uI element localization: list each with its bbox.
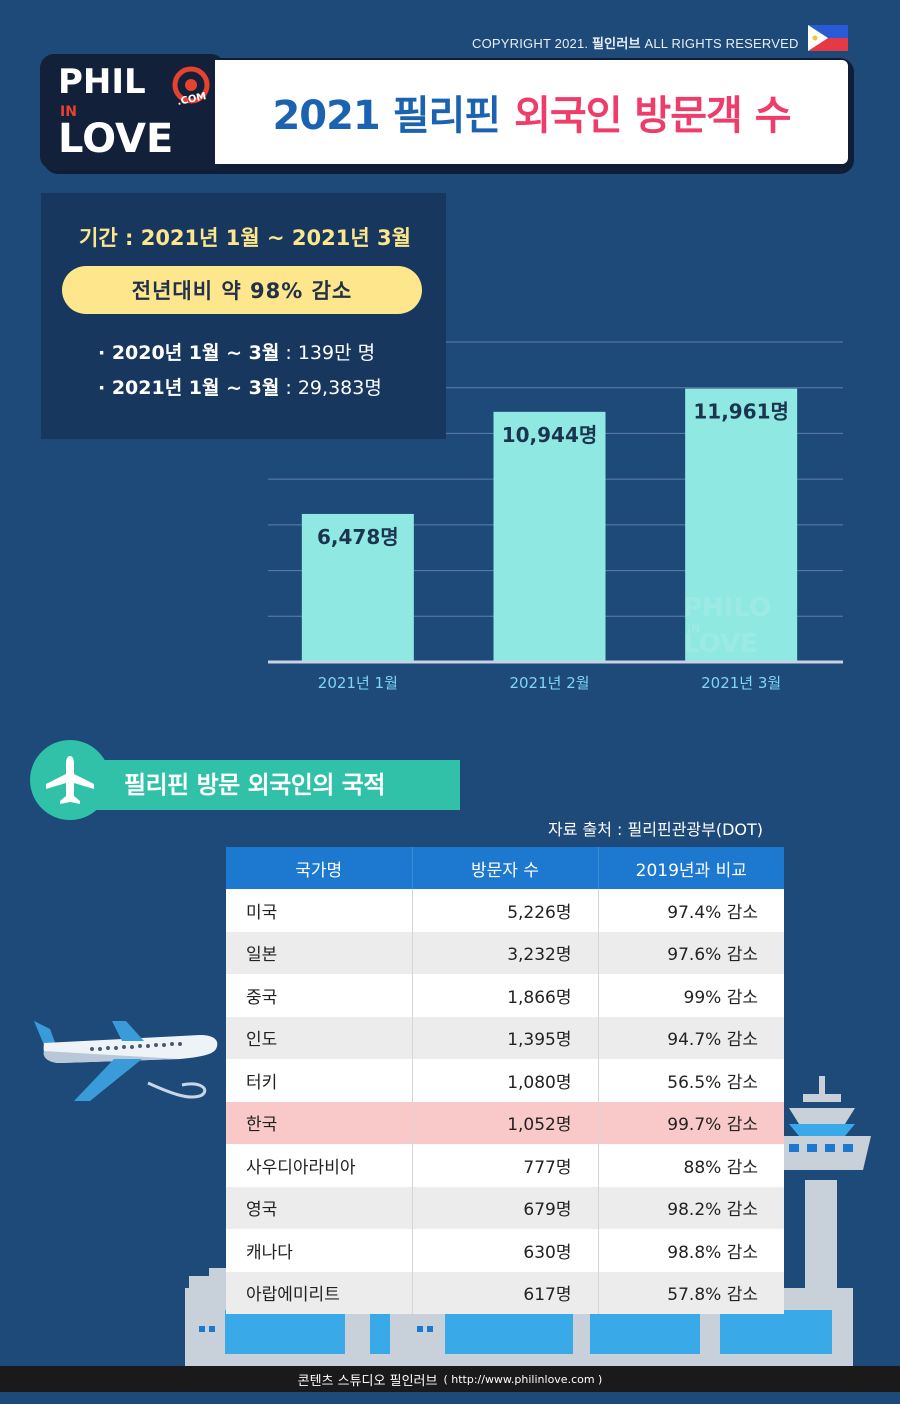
visitor-count: 3,232명	[412, 931, 599, 974]
bar	[301, 513, 414, 662]
title-subject: 외국인 방문객 수	[514, 93, 791, 139]
stat-2020-label: · 2020년 1월 ~ 3월	[98, 342, 280, 364]
copyright-prefix: COPYRIGHT 2021.	[472, 36, 589, 51]
svg-text:IN: IN	[687, 622, 700, 635]
stat-2021-value: : 29,383명	[285, 377, 382, 399]
compare-2019: 97.6% 감소	[598, 931, 784, 974]
stat-2020: · 2020년 1월 ~ 3월 : 139만 명	[98, 338, 375, 365]
country-name: 중국	[226, 974, 413, 1017]
x-tick-label: 2021년 1월	[318, 674, 398, 692]
brand-logo: PHIL .COM IN LOVE	[40, 54, 225, 170]
table-row: 사우디아라비아 777명 88% 감소	[226, 1144, 784, 1187]
header-compare: 2019년과 비교	[598, 847, 784, 889]
airplane-icon	[46, 756, 94, 804]
compare-2019: 94.7% 감소	[598, 1016, 784, 1059]
watermark-logo: PHILO IN LOVE	[683, 593, 771, 659]
visitor-count: 617명	[412, 1271, 599, 1314]
table-row: 터키 1,080명 56.5% 감소	[226, 1059, 784, 1102]
country-name: 터키	[226, 1059, 413, 1102]
table-row: 중국 1,866명 99% 감소	[226, 974, 784, 1017]
data-source: 자료 출처 : 필리핀관광부(DOT)	[548, 820, 764, 839]
footer-bar: 콘텐츠 스튜디오 필인러브 ( http://www.philinlove.co…	[0, 1366, 900, 1392]
visitor-count: 630명	[412, 1229, 599, 1272]
section-title: 필리핀 방문 외국인의 국적	[124, 771, 385, 799]
visitor-count: 679명	[412, 1186, 599, 1229]
copyright-text: COPYRIGHT 2021. 필인러브 ALL RIGHTS RESERVED	[472, 33, 799, 52]
decrease-highlight: 전년대비 약 98% 감소	[62, 266, 422, 314]
footer-url: ( http://www.philinlove.com )	[443, 1372, 603, 1386]
svg-text:LOVE: LOVE	[683, 629, 758, 659]
country-name: 영국	[226, 1186, 413, 1229]
country-name: 캐나다	[226, 1229, 413, 1272]
copyright-suffix: ALL RIGHTS RESERVED	[644, 36, 799, 51]
compare-2019: 99.7% 감소	[598, 1101, 784, 1144]
camera-lens-icon	[172, 66, 210, 104]
svg-text:PHILO: PHILO	[683, 593, 771, 623]
compare-2019: 98.8% 감소	[598, 1229, 784, 1272]
table-row: 아랍에미리트 617명 57.8% 감소	[226, 1271, 784, 1314]
country-name: 아랍에미리트	[226, 1271, 413, 1314]
page-title: 2021 필리핀 외국인 방문객 수	[215, 60, 848, 164]
header-country: 국가명	[226, 847, 413, 889]
x-tick-label: 2021년 2월	[509, 674, 589, 692]
nationality-table: 국가명 방문자 수 2019년과 비교 미국 5,226명 97.4% 감소 일…	[226, 847, 784, 1314]
compare-2019: 97.4% 감소	[598, 889, 784, 932]
logo-line1: PHIL	[58, 62, 146, 102]
bar-value-label: 10,944명	[502, 423, 598, 447]
visitor-count: 1,080명	[412, 1059, 599, 1102]
compare-2019: 88% 감소	[598, 1144, 784, 1187]
table-header-row: 국가명 방문자 수 2019년과 비교	[226, 847, 784, 889]
table-row: 캐나다 630명 98.8% 감소	[226, 1229, 784, 1272]
visitor-count: 1,866명	[412, 974, 599, 1017]
compare-2019: 56.5% 감소	[598, 1059, 784, 1102]
country-name: 미국	[226, 889, 413, 932]
copyright-brand: 필인러브	[592, 36, 641, 51]
section-badge	[80, 760, 460, 810]
compare-2019: 98.2% 감소	[598, 1186, 784, 1229]
table-row: 일본 3,232명 97.6% 감소	[226, 931, 784, 974]
visitor-count: 1,052명	[412, 1101, 599, 1144]
stat-2021-label: · 2021년 1월 ~ 3월	[98, 377, 280, 399]
table-row: 인도 1,395명 94.7% 감소	[226, 1016, 784, 1059]
bar-value-label: 6,478명	[317, 525, 399, 549]
header-visitors: 방문자 수	[412, 847, 599, 889]
flying-airplane-icon	[34, 1021, 218, 1101]
bar	[493, 411, 606, 662]
title-year: 2021 필리핀	[272, 93, 501, 139]
footer-text: 콘텐츠 스튜디오 필인러브	[297, 1373, 438, 1389]
country-name: 사우디아라비아	[226, 1144, 413, 1187]
country-name: 인도	[226, 1016, 413, 1059]
logo-line3: LOVE	[58, 116, 174, 162]
visitor-count: 777명	[412, 1144, 599, 1187]
stat-2020-value: : 139만 명	[285, 342, 376, 364]
visitor-count: 1,395명	[412, 1016, 599, 1059]
country-name: 일본	[226, 931, 413, 974]
compare-2019: 99% 감소	[598, 974, 784, 1017]
summary-panel	[41, 193, 446, 439]
philippines-flag-icon	[808, 25, 848, 51]
compare-2019: 57.8% 감소	[598, 1271, 784, 1314]
bar	[685, 388, 798, 662]
x-tick-label: 2021년 3월	[701, 674, 781, 692]
period-label: 기간 : 2021년 1월 ~ 2021년 3월	[79, 226, 411, 250]
stat-2021: · 2021년 1월 ~ 3월 : 29,383명	[98, 373, 382, 400]
table-row-highlighted: 한국 1,052명 99.7% 감소	[226, 1101, 784, 1144]
visitor-count: 5,226명	[412, 889, 599, 932]
country-name: 한국	[226, 1101, 413, 1144]
logo-line2: IN	[60, 104, 77, 120]
table-row: 영국 679명 98.2% 감소	[226, 1186, 784, 1229]
table-row: 미국 5,226명 97.4% 감소	[226, 889, 784, 932]
visitors-bar-chart: 6,478명 10,944명 11,961명 2021년 1월 2021년 2월 202…	[268, 341, 843, 692]
bar-value-label: 11,961명	[693, 400, 789, 424]
